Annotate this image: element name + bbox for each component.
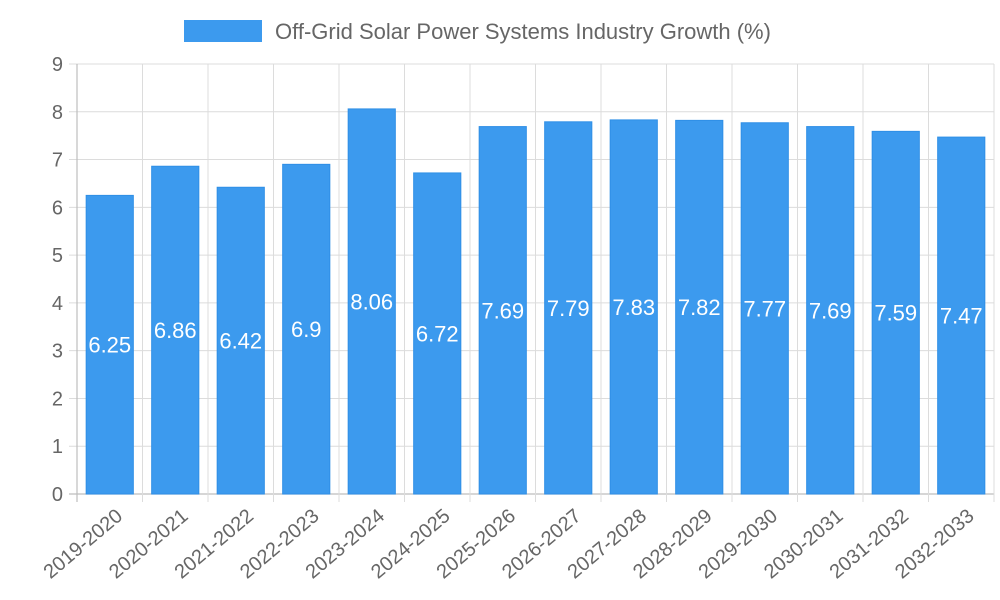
bar[interactable] (871, 130, 920, 495)
bar-data-label: 6.42 (219, 329, 262, 354)
bar[interactable] (282, 163, 331, 495)
bar-data-label: 8.06 (350, 289, 393, 314)
bar[interactable] (413, 172, 462, 495)
bar[interactable] (740, 122, 789, 495)
y-tick-label: 0 (52, 484, 63, 506)
bar-data-label: 6.25 (88, 333, 131, 358)
bar-data-label: 7.59 (874, 301, 917, 326)
grid-layer (69, 63, 995, 502)
bar[interactable] (216, 186, 265, 495)
y-tick-label: 8 (52, 102, 63, 124)
bar[interactable] (806, 126, 855, 495)
bar-data-label: 7.77 (743, 296, 786, 321)
bar-data-label: 7.69 (481, 298, 524, 323)
bar[interactable] (937, 136, 986, 495)
y-tick-label: 1 (52, 436, 63, 458)
bar-data-label: 7.79 (547, 296, 590, 321)
legend-swatch[interactable] (184, 20, 262, 42)
y-tick-label: 5 (52, 245, 63, 267)
bar[interactable] (609, 119, 658, 495)
bar-data-label: 7.83 (612, 295, 655, 320)
bar-data-label: 6.72 (416, 321, 459, 346)
bar[interactable] (675, 119, 724, 495)
bar[interactable] (85, 194, 134, 495)
y-tick-label: 6 (52, 197, 63, 219)
data-label-layer: 6.25 6.86 6.42 6.9 8.06 6.72 7.69 7.79 7.83 7.82 7… (88, 289, 982, 357)
y-tick-label: 4 (52, 293, 63, 315)
legend-label[interactable]: Off-Grid Solar Power Systems Industry Gr… (275, 19, 771, 44)
bar-data-label: 6.9 (291, 317, 322, 342)
bar[interactable] (347, 108, 396, 495)
bar[interactable] (478, 126, 527, 495)
y-tick-label: 3 (52, 341, 63, 363)
bar-data-label: 6.86 (154, 318, 197, 343)
bar-data-label: 7.47 (940, 304, 983, 329)
y-tick-label: 9 (52, 54, 63, 76)
y-tick-label: 2 (52, 388, 63, 410)
y-tick-label: 7 (52, 150, 63, 172)
bar-data-label: 7.82 (678, 295, 721, 320)
legend[interactable]: Off-Grid Solar Power Systems Industry Gr… (184, 19, 771, 44)
bar-layer (85, 108, 986, 495)
bar[interactable] (544, 121, 593, 495)
bar[interactable] (151, 165, 200, 495)
bar-data-label: 7.69 (809, 298, 852, 323)
